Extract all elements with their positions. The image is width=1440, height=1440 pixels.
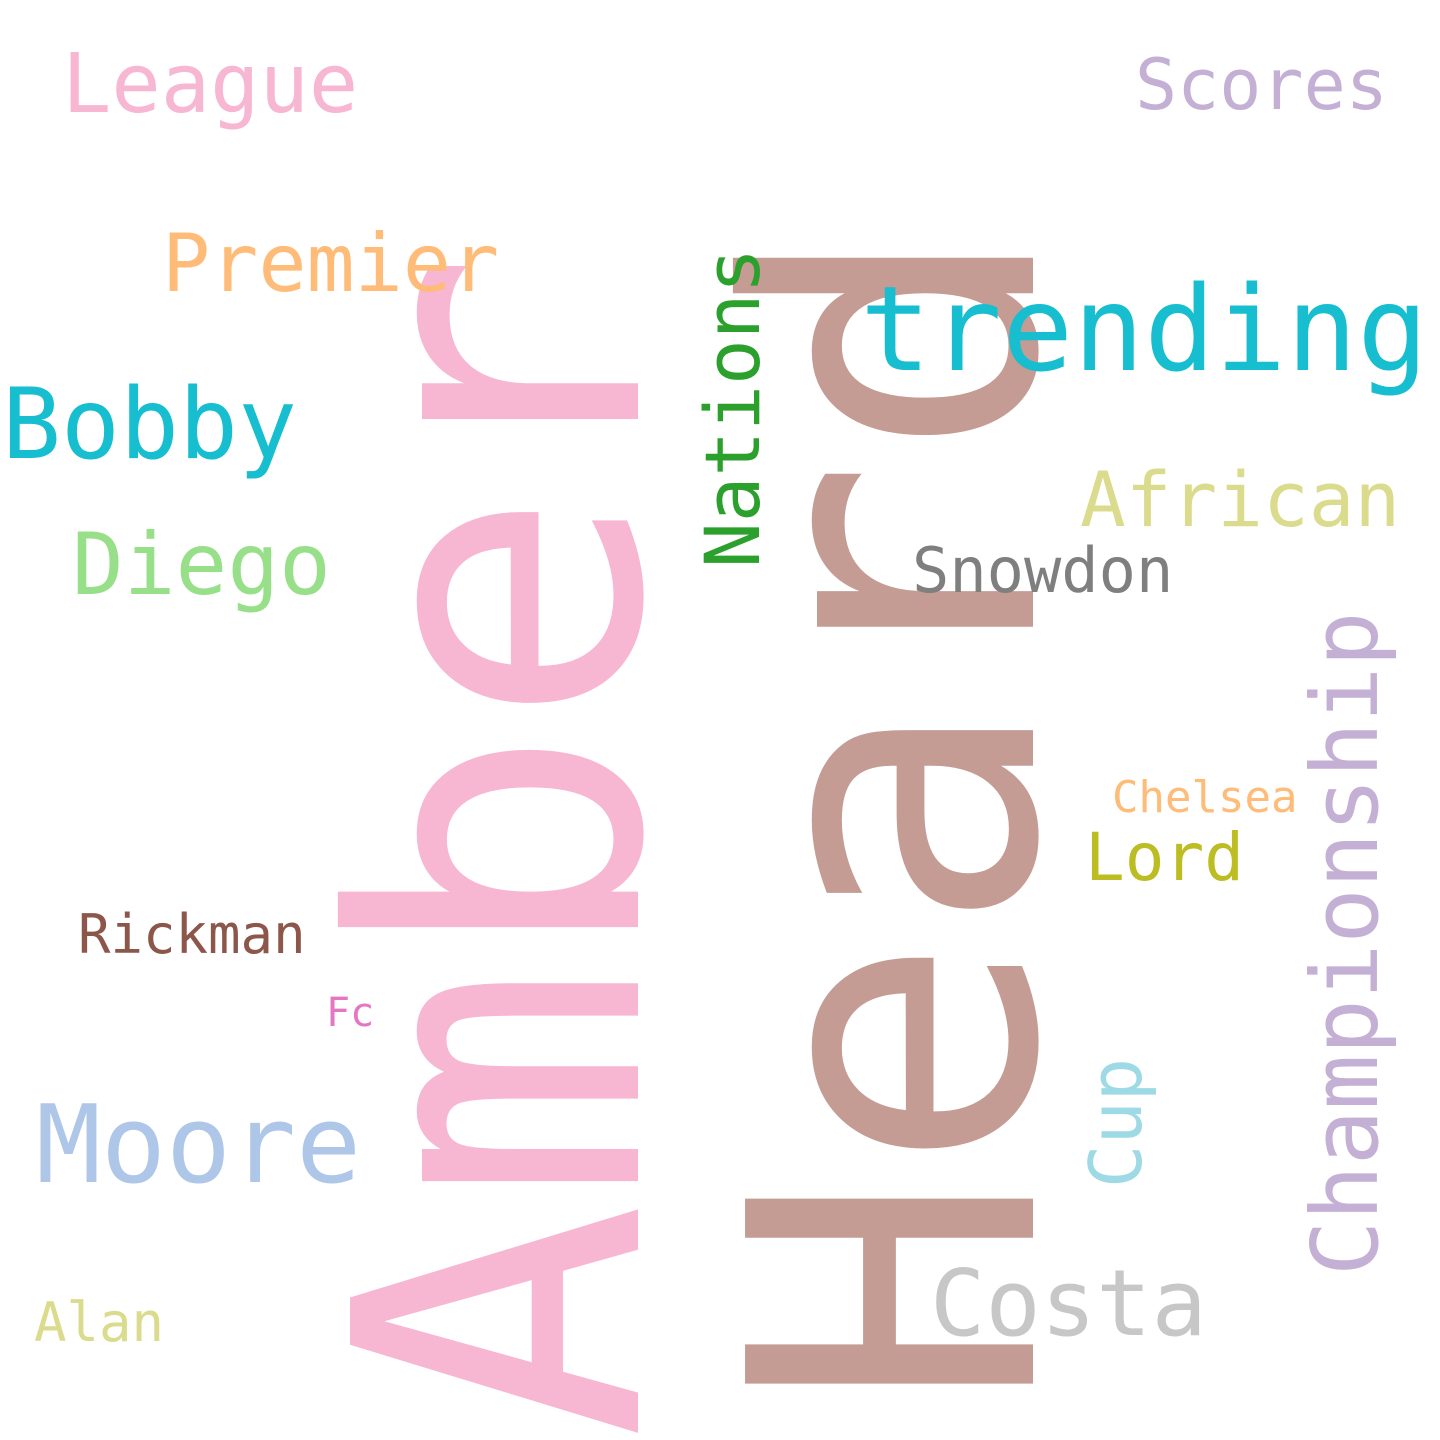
word-alan: Alan bbox=[34, 1291, 165, 1354]
word-bobby: Bobby bbox=[2, 368, 298, 482]
word-premier: Premier bbox=[162, 217, 500, 310]
word-nations: Nations bbox=[688, 247, 777, 568]
word-african: African bbox=[1080, 455, 1401, 544]
word-rickman: Rickman bbox=[78, 903, 306, 966]
word-moore: Moore bbox=[36, 1083, 362, 1208]
word-cup: Cup bbox=[1074, 1057, 1158, 1188]
word-amber: Amber bbox=[272, 250, 732, 1440]
word-lord: Lord bbox=[1085, 819, 1244, 896]
word-snowdon: Snowdon bbox=[912, 534, 1174, 607]
word-league: League bbox=[62, 37, 359, 132]
word-scores: Scores bbox=[1135, 44, 1388, 126]
word-chelsea: Chelsea bbox=[1112, 772, 1298, 823]
word-trending: trending bbox=[860, 260, 1429, 398]
word-championship: Championship bbox=[1292, 611, 1399, 1276]
word-diego: Diego bbox=[72, 515, 331, 615]
word-costa: Costa bbox=[930, 1250, 1207, 1357]
word-fc: Fc bbox=[326, 990, 375, 1036]
